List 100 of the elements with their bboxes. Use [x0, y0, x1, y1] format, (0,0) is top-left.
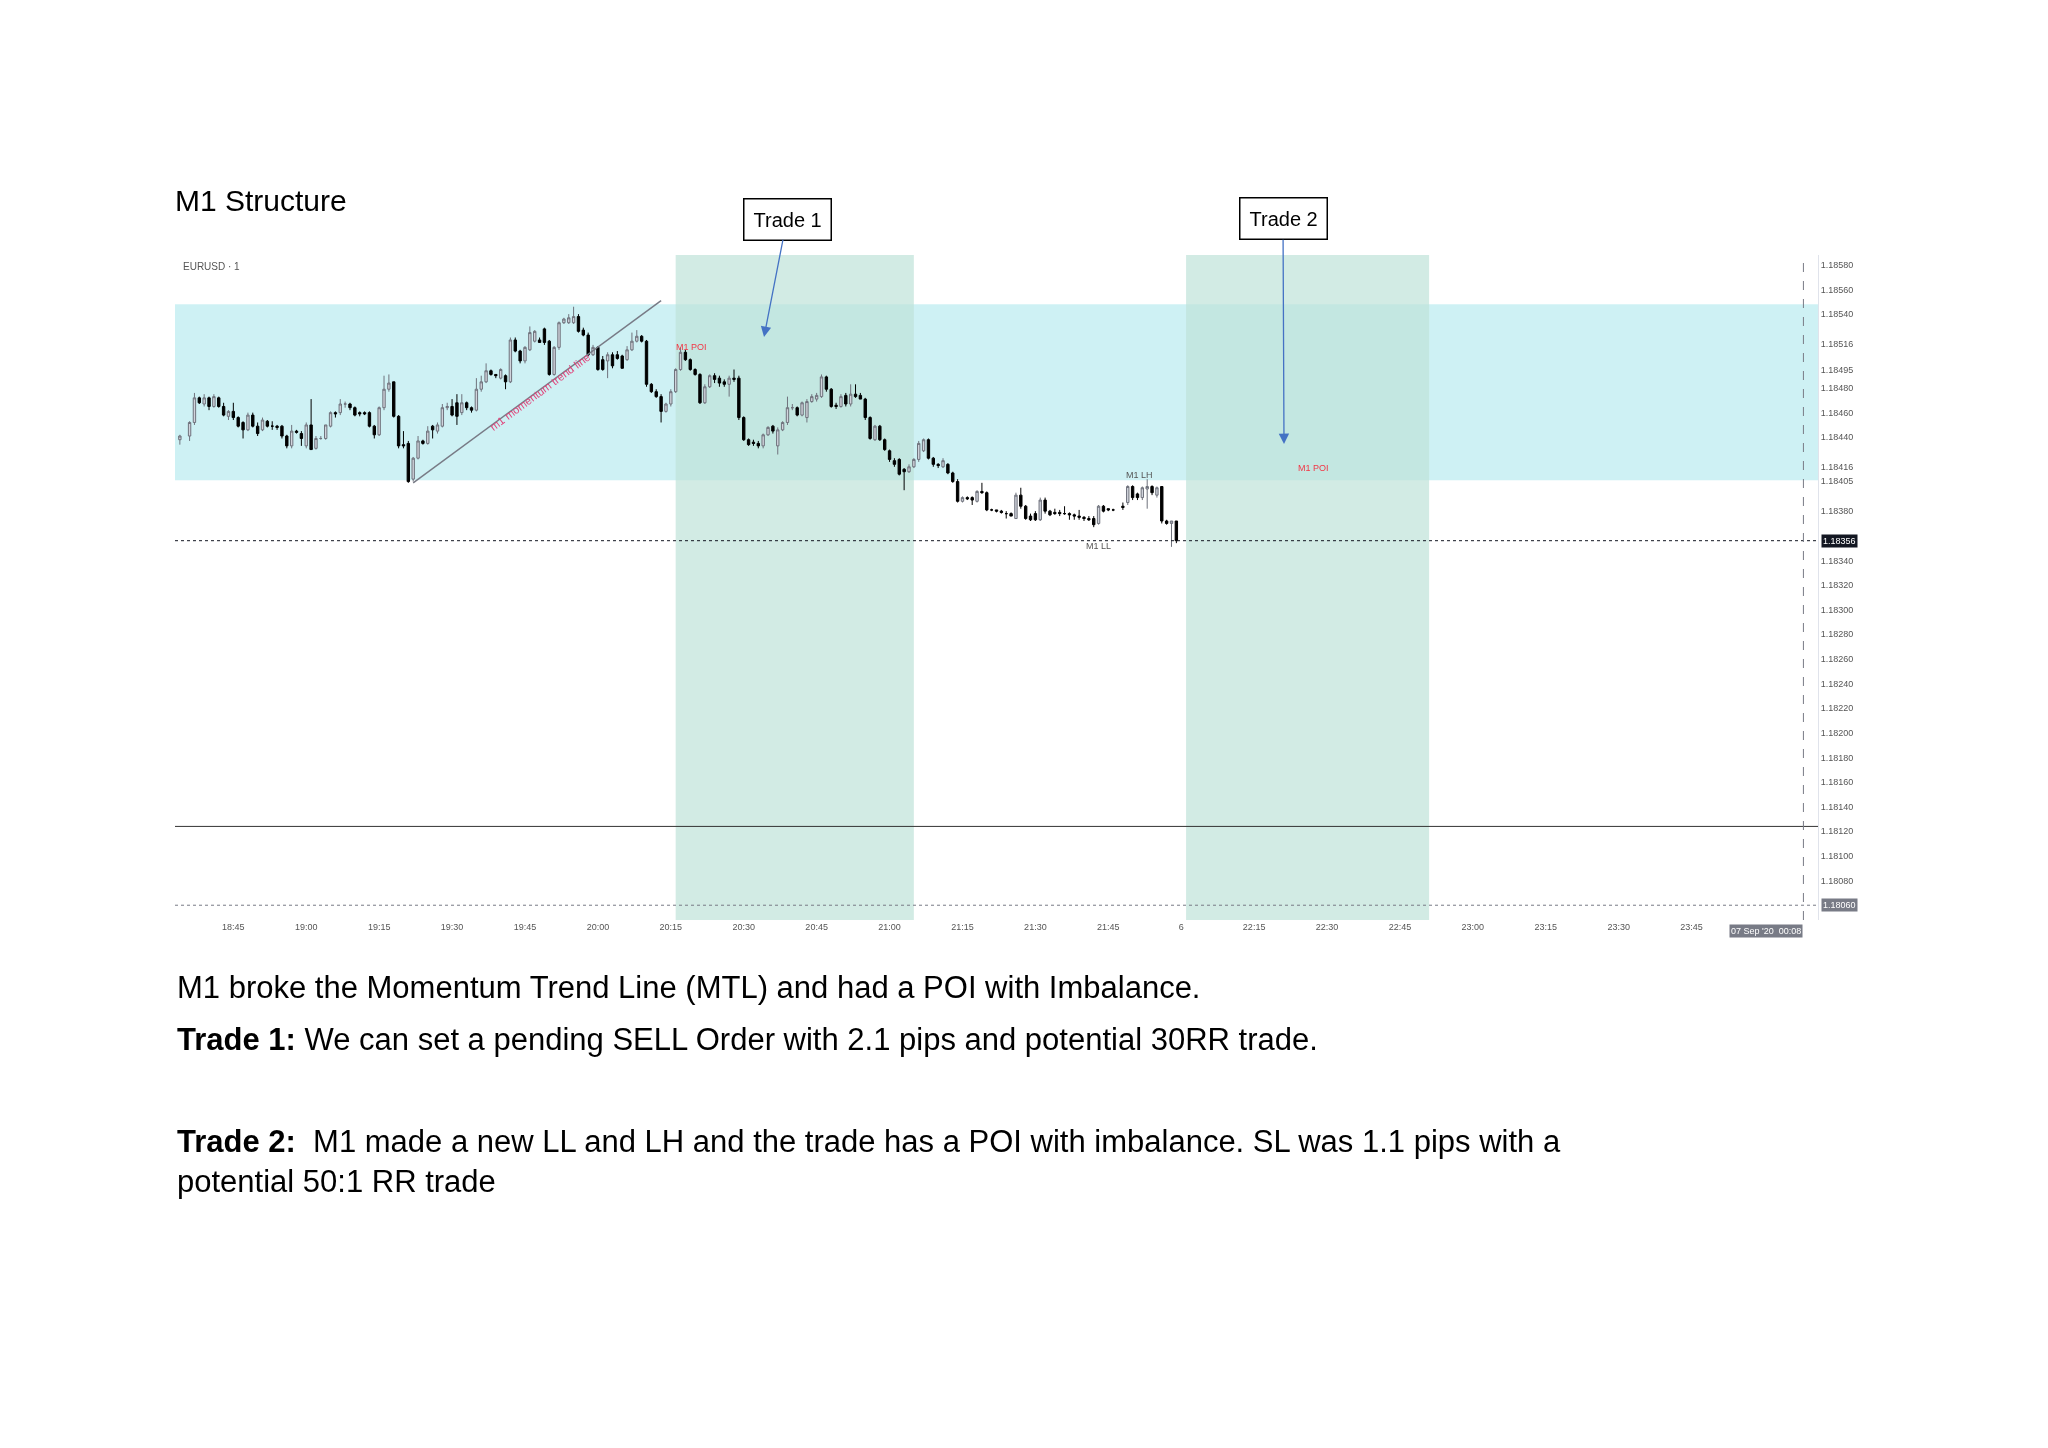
candlestick — [639, 334, 644, 343]
x-tick-label: 19:15 — [367, 922, 391, 932]
candlestick — [1155, 486, 1159, 499]
candlestick — [1160, 486, 1164, 524]
x-tick-label: 23:30 — [1607, 922, 1630, 932]
candlestick — [299, 430, 304, 447]
candlestick — [178, 434, 182, 446]
y-tick-label: 1.18080 — [1820, 875, 1854, 886]
y-tick-label: 1.18140 — [1820, 801, 1854, 812]
candlestick — [498, 367, 503, 380]
candlestick — [1169, 520, 1174, 548]
candlestick — [751, 439, 756, 447]
x-tick-label: 19:00 — [294, 922, 318, 932]
candlestick — [1150, 484, 1154, 496]
candlestick — [814, 392, 819, 403]
x-tick-label: 20:45 — [805, 922, 828, 932]
x-tick-label: 18:45 — [222, 922, 245, 932]
candlestick — [712, 372, 717, 384]
candlestick — [1106, 508, 1110, 512]
candlestick — [1130, 484, 1135, 501]
text: M1 broke the Momentum Trend Line (MTL) and had a POI with Imbalance. — [177, 970, 1201, 1005]
candlestick — [620, 354, 624, 369]
text: Trade 2 — [1249, 207, 1318, 230]
candlestick — [975, 489, 979, 504]
candlestick — [260, 417, 265, 432]
candlestick — [848, 383, 853, 407]
text: Trade 2: M1 made a new LL and LH and the trade has a POI with imbalance. SL was 1.1 pips with a potential 50:1 RR trade — [177, 1124, 1561, 1200]
y-tick-label: 1.18180 — [1820, 752, 1854, 763]
candlestick — [853, 383, 858, 399]
x-tick-label: 22:15 — [1242, 922, 1266, 932]
annotation: EURUSD · 1 — [183, 261, 241, 272]
text: Trade 1 — [753, 208, 822, 231]
y-tick-label: 1.18340 — [1820, 555, 1854, 566]
x-tick-label: 23:15 — [1534, 922, 1558, 932]
candlestick — [1033, 510, 1038, 522]
candlestick — [1101, 504, 1106, 513]
annotation: M1 POI — [1298, 463, 1329, 473]
y-tick-label: 1.18540 — [1820, 309, 1854, 320]
y-tick-label: 1.18495 — [1820, 364, 1854, 375]
candlestick — [887, 449, 892, 463]
candlestick — [426, 425, 430, 446]
x-tick-label: 6 — [1178, 922, 1184, 932]
candlestick — [756, 440, 760, 449]
x-tick-label: 23:45 — [1680, 922, 1703, 932]
candlestick — [343, 401, 347, 409]
candlestick — [1067, 511, 1072, 521]
candlestick — [795, 405, 799, 417]
candlestick — [1014, 492, 1018, 520]
y-tick-label: 1.18120 — [1820, 826, 1854, 837]
candlestick — [873, 424, 877, 442]
candlestick — [265, 419, 270, 428]
candlestick — [537, 337, 542, 343]
ref-line-label: 07 Sep '20 00:08 — [1731, 926, 1802, 936]
candlestick — [294, 429, 299, 435]
y-tick-label: 1.18440 — [1820, 432, 1854, 443]
ref-line-label: 1.18060 — [1823, 900, 1856, 910]
candlestick — [1121, 502, 1125, 511]
annotation: M1 POI — [676, 342, 707, 352]
candlestick — [464, 401, 469, 411]
candlestick — [430, 424, 435, 439]
candlestick — [202, 393, 206, 407]
candlestick — [610, 351, 615, 369]
candlestick — [474, 377, 479, 412]
candlestick — [819, 373, 824, 399]
annotation: M1 LL — [1086, 541, 1112, 551]
candlestick — [771, 424, 775, 435]
candlestick — [1135, 492, 1140, 501]
y-tick-label: 1.18416 — [1820, 461, 1854, 472]
candlestick — [421, 440, 425, 446]
candlestick — [212, 393, 216, 409]
x-tick-label: 22:45 — [1388, 922, 1412, 932]
y-tick-label: 1.18580 — [1820, 260, 1854, 270]
candlestick — [338, 398, 342, 416]
chart-title: M1 Structure — [175, 183, 347, 217]
y-tick-label: 1.18380 — [1820, 506, 1854, 517]
ref-line-label: 1.18356 — [1823, 536, 1856, 546]
y-tick-label: 1.18320 — [1820, 580, 1854, 591]
x-tick-label: 21:30 — [1024, 922, 1047, 932]
candlestick — [246, 412, 250, 432]
candlestick — [304, 421, 308, 449]
x-tick-label: 23:00 — [1461, 922, 1485, 932]
y-tick-label: 1.18240 — [1820, 678, 1854, 689]
y-tick-label: 1.18516 — [1820, 338, 1854, 349]
candlestick — [839, 393, 843, 409]
candlestick — [727, 375, 731, 398]
candlestick — [192, 392, 197, 426]
candlestick — [333, 410, 338, 419]
candlestick — [571, 306, 576, 325]
y-tick-label: 1.18160 — [1820, 777, 1854, 788]
y-tick-label: 1.18300 — [1820, 604, 1854, 615]
x-tick-label: 21:00 — [878, 922, 901, 932]
x-tick-label: 21:15 — [951, 922, 974, 932]
x-tick-label: 19:30 — [440, 922, 464, 932]
candlestick — [605, 351, 610, 379]
y-tick-label: 1.18260 — [1820, 654, 1854, 665]
y-tick-label: 1.18560 — [1820, 284, 1854, 295]
candlestick — [314, 435, 318, 451]
candlestick — [362, 410, 367, 416]
candlestick — [187, 420, 192, 442]
candlestick — [1038, 497, 1042, 522]
